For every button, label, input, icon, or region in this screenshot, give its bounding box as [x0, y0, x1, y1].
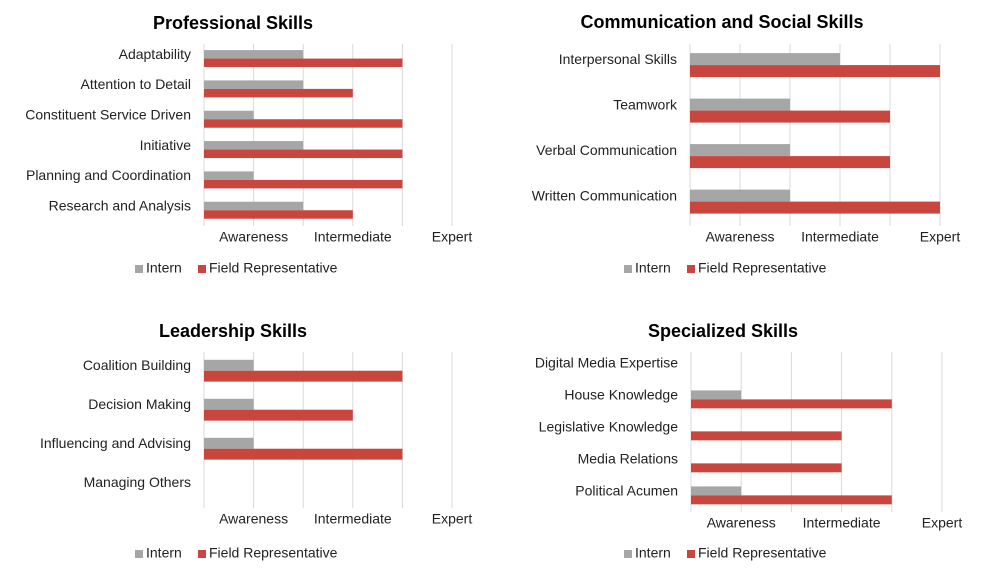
category-label: Coalition Building [83, 357, 191, 373]
bar-intern [690, 98, 790, 111]
bar-field-representative [204, 58, 403, 68]
legend-swatch [687, 265, 695, 273]
category-label: House Knowledge [564, 386, 678, 402]
bar-intern [204, 201, 304, 211]
bar-intern [691, 390, 742, 400]
legend-label: Field Representative [698, 260, 827, 276]
bar-intern [204, 171, 254, 180]
legend-label: Intern [635, 260, 671, 276]
category-label: Attention to Detail [80, 76, 191, 92]
category-label: Managing Others [84, 474, 191, 490]
category-label: Research and Analysis [49, 198, 191, 214]
category-label: Interpersonal Skills [559, 51, 677, 67]
category-label: Political Acumen [575, 482, 678, 498]
tick-label: Intermediate [314, 229, 392, 245]
bar-intern [690, 144, 790, 157]
bar-field-representative [691, 431, 842, 441]
legend-swatch [198, 550, 206, 558]
bar-intern [690, 53, 840, 66]
bar-field-representative [204, 179, 403, 189]
bar-field-representative [690, 110, 890, 123]
bar-field-representative [204, 119, 403, 128]
category-label: Decision Making [88, 396, 191, 412]
bar-intern [691, 486, 742, 496]
chart-title: Specialized Skills [648, 321, 798, 341]
bar-field-representative [204, 370, 403, 382]
legend-label: Field Representative [209, 260, 338, 276]
legend-swatch [687, 550, 695, 558]
legend-swatch [198, 265, 206, 273]
bar-intern [204, 437, 254, 449]
legend-swatch [135, 550, 143, 558]
chart-panel-3: Specialized Skills Awareness Intermediate E… [535, 321, 963, 561]
bar-field-representative [691, 463, 842, 473]
bar-field-representative [690, 156, 890, 169]
bar-intern [204, 110, 254, 120]
category-label: Legislative Knowledge [539, 418, 679, 434]
tick-label: Intermediate [314, 511, 392, 527]
bar-intern [204, 141, 304, 150]
bar-field-representative [204, 210, 353, 219]
chart-panel-2: Leadership Skills Awareness Intermediate Ex… [40, 321, 472, 561]
chart-title: Communication and Social Skills [580, 12, 863, 32]
category-label: Written Communication [532, 188, 677, 204]
legend-swatch [624, 265, 632, 273]
legend-swatch [135, 265, 143, 273]
tick-label: Intermediate [801, 229, 879, 245]
category-label: Planning and Coordination [26, 167, 191, 183]
bar-intern [204, 398, 254, 410]
category-label: Influencing and Advising [40, 435, 191, 451]
category-label: Adaptability [119, 46, 191, 62]
category-label: Constituent Service Driven [25, 107, 191, 123]
legend-swatch [624, 550, 632, 558]
category-label: Teamwork [613, 97, 678, 113]
bar-field-representative [690, 201, 940, 214]
legend-label: Field Representative [698, 545, 827, 561]
legend-label: Intern [146, 545, 182, 561]
tick-label: Intermediate [803, 515, 881, 531]
tick-label: Awareness [219, 511, 288, 527]
legend-label: Intern [146, 260, 182, 276]
bar-field-representative [690, 65, 940, 78]
bar-field-representative [204, 149, 403, 159]
tick-label: Expert [920, 229, 961, 245]
tick-label: Expert [432, 229, 473, 245]
bar-field-representative [691, 495, 892, 505]
bar-intern [204, 359, 254, 371]
bar-intern [204, 80, 304, 89]
category-label: Verbal Communication [536, 142, 677, 158]
bar-intern [204, 50, 304, 59]
tick-label: Expert [922, 515, 963, 531]
chart-panel-1: Communication and Social Skills Awareness… [532, 12, 961, 276]
bar-field-representative [691, 399, 892, 409]
legend-label: Intern [635, 545, 671, 561]
chart-panel-0: Professional Skills Awareness Intermediate… [25, 13, 472, 276]
category-label: Media Relations [578, 450, 678, 466]
bar-field-representative [204, 88, 353, 98]
tick-label: Awareness [707, 515, 776, 531]
chart-title: Leadership Skills [159, 321, 307, 341]
bar-field-representative [204, 409, 353, 421]
chart-title: Professional Skills [153, 13, 313, 33]
tick-label: Awareness [219, 229, 288, 245]
legend-label: Field Representative [209, 545, 338, 561]
tick-label: Awareness [705, 229, 774, 245]
bar-intern [690, 189, 790, 202]
bar-field-representative [204, 448, 403, 460]
category-label: Digital Media Expertise [535, 354, 678, 370]
category-label: Initiative [140, 137, 192, 153]
tick-label: Expert [432, 511, 473, 527]
